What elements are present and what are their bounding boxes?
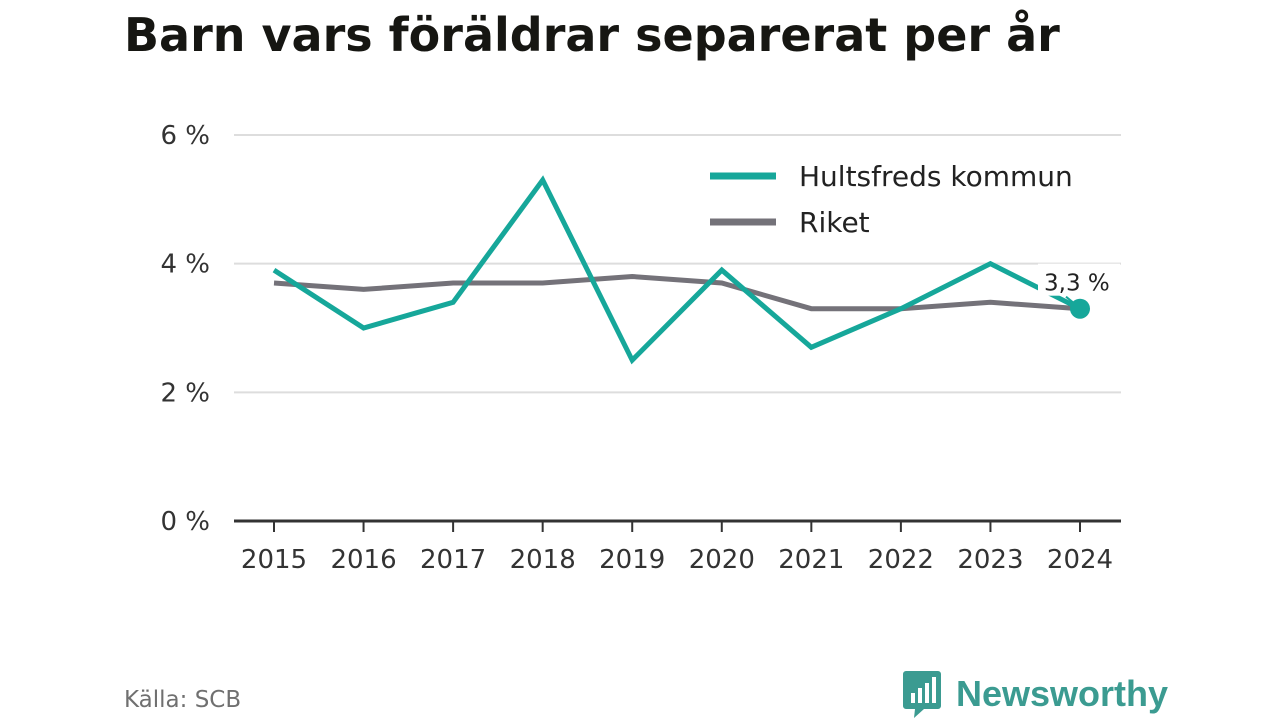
x-tick-label: 2018 [510, 545, 576, 575]
chart-title: Barn vars föräldrar separerat per år [124, 8, 1060, 62]
x-tick-label: 2022 [868, 545, 934, 575]
series-line [272, 175, 1082, 365]
x-tick-label: 2024 [1047, 545, 1113, 575]
y-tick-label: 0 % [160, 507, 210, 537]
y-tick-label: 2 % [160, 378, 210, 408]
x-tick-label: 2023 [957, 545, 1023, 575]
y-tick-label: 6 % [160, 121, 210, 151]
x-tick-label: 2017 [420, 545, 486, 575]
logo-text: Newsworthy [956, 673, 1169, 714]
x-tick-label: 2020 [689, 545, 755, 575]
x-tick-label: 2015 [241, 545, 307, 575]
x-tick-label: 2019 [599, 545, 665, 575]
series-line [273, 273, 1081, 312]
end-label-background [1038, 263, 1120, 296]
source-note: Källa: SCB [124, 687, 242, 713]
newsworthy-logo: Newsworthy [902, 668, 1168, 720]
x-tick-label: 2016 [330, 545, 396, 575]
newsworthy-chart-bubble-icon [903, 671, 941, 718]
y-tick-label: 4 % [160, 250, 210, 280]
end-value-label: 3,3 % [1044, 271, 1110, 297]
end-point-marker [1070, 298, 1090, 319]
legend-label: Riket [799, 206, 870, 239]
x-tick-label: 2021 [778, 545, 844, 575]
legend-label: Hultsfreds kommun [799, 160, 1073, 193]
